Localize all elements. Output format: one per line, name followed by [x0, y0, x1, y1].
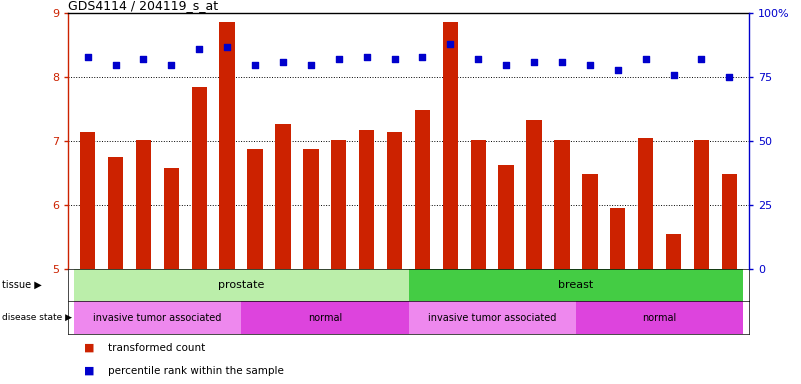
Point [360, 54, 373, 60]
Point [416, 54, 429, 60]
Bar [108, 157, 123, 269]
Point [137, 56, 150, 63]
Bar [74, 269, 409, 301]
Bar [409, 301, 576, 334]
Point [165, 61, 178, 68]
Bar [443, 22, 458, 269]
Point [611, 66, 624, 73]
Bar [163, 168, 179, 269]
Bar [471, 140, 486, 269]
Text: breast: breast [558, 280, 594, 290]
Text: invasive tumor associated: invasive tumor associated [428, 313, 557, 323]
Bar [359, 130, 374, 269]
Point [221, 43, 234, 50]
Point [667, 72, 680, 78]
Text: ■: ■ [84, 343, 95, 353]
Bar [276, 124, 291, 269]
Point [695, 56, 708, 63]
Bar [241, 301, 409, 334]
Bar [331, 140, 346, 269]
Bar [610, 208, 626, 269]
Text: normal: normal [308, 313, 342, 323]
Point [583, 61, 596, 68]
Bar [80, 132, 95, 269]
Point [109, 61, 122, 68]
Text: invasive tumor associated: invasive tumor associated [93, 313, 222, 323]
Text: prostate: prostate [218, 280, 264, 290]
Text: ■: ■ [84, 366, 95, 376]
Point [248, 61, 261, 68]
Bar [554, 140, 570, 269]
Point [304, 61, 317, 68]
Bar [74, 301, 241, 334]
Bar [387, 132, 402, 269]
Point [500, 61, 513, 68]
Bar [638, 138, 654, 269]
Point [81, 54, 94, 60]
Point [332, 56, 345, 63]
Bar [666, 234, 682, 269]
Bar [582, 174, 598, 269]
Bar [135, 140, 151, 269]
Text: percentile rank within the sample: percentile rank within the sample [108, 366, 284, 376]
Point [556, 59, 569, 65]
Point [723, 74, 736, 80]
Text: transformed count: transformed count [108, 343, 205, 353]
Bar [248, 149, 263, 269]
Point [193, 46, 206, 52]
Text: GDS4114 / 204119_s_at: GDS4114 / 204119_s_at [68, 0, 218, 12]
Point [639, 56, 652, 63]
Text: disease state ▶: disease state ▶ [2, 313, 71, 322]
Bar [526, 120, 541, 269]
Bar [722, 174, 737, 269]
Point [276, 59, 289, 65]
Bar [694, 140, 709, 269]
Bar [409, 269, 743, 301]
Point [528, 59, 541, 65]
Point [472, 56, 485, 63]
Bar [415, 111, 430, 269]
Point [444, 41, 457, 47]
Text: tissue ▶: tissue ▶ [2, 280, 42, 290]
Bar [303, 149, 319, 269]
Bar [191, 87, 207, 269]
Bar [219, 22, 235, 269]
Bar [498, 166, 514, 269]
Point [388, 56, 401, 63]
Text: normal: normal [642, 313, 677, 323]
Bar [576, 301, 743, 334]
